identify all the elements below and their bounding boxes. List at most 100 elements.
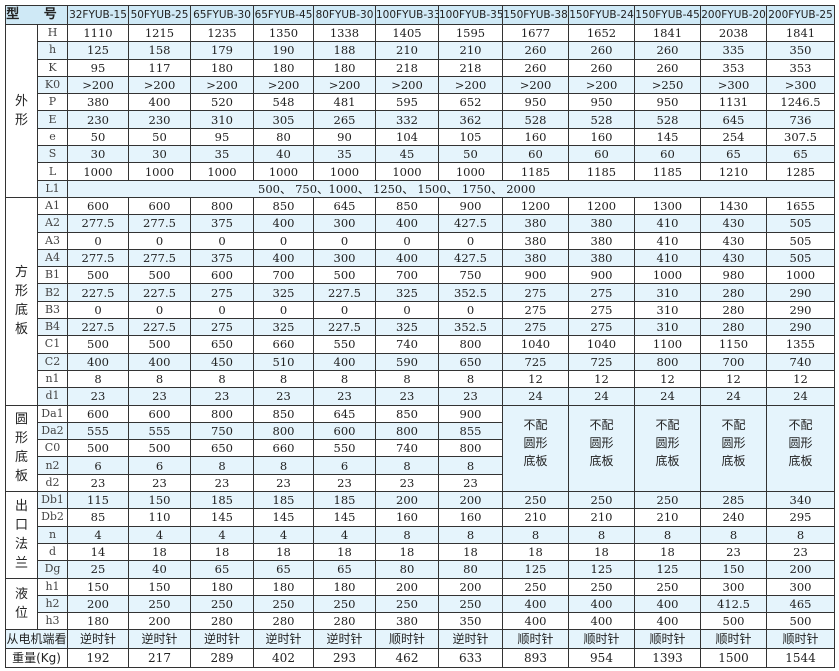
- value-cell: 1200: [502, 196, 569, 216]
- value-cell: 8: [634, 525, 701, 544]
- param-label: B2: [37, 283, 68, 302]
- value-cell: 1595: [438, 23, 503, 43]
- value-cell: 50: [128, 127, 191, 147]
- value-cell: 289: [190, 648, 254, 669]
- value-cell: 50: [438, 145, 503, 164]
- value-cell: 280: [700, 300, 767, 320]
- value-cell: 185: [253, 491, 314, 510]
- value-cell: 23: [128, 387, 191, 406]
- value-cell: 380: [568, 214, 635, 233]
- value-cell: 280: [190, 612, 254, 631]
- value-cell: 0: [128, 300, 191, 320]
- value-cell: 410: [634, 231, 701, 250]
- value-cell: 230: [128, 110, 191, 129]
- value-cell: 180: [253, 58, 314, 77]
- value-cell: 600: [313, 421, 376, 441]
- value-cell: 400: [253, 214, 314, 233]
- value-cell: 893: [502, 648, 569, 669]
- value-cell: 300: [313, 214, 376, 233]
- model-header: 80FYUB-30: [313, 5, 376, 25]
- table-row: A3 0 0 0 0 0 0 0 380 380 410 430 505: [6, 231, 835, 250]
- value-cell: 45: [375, 145, 439, 164]
- value-cell: 200: [375, 577, 439, 596]
- value-cell: 950: [502, 93, 569, 112]
- value-cell: 900: [438, 196, 503, 216]
- value-cell: 65: [253, 560, 314, 579]
- value-cell: 280: [700, 318, 767, 337]
- value-cell: 23: [128, 473, 191, 493]
- value-cell: 600: [190, 266, 254, 285]
- value-cell: 0: [253, 231, 314, 250]
- value-cell: 260: [568, 41, 635, 60]
- table-row: E 230 230 310 305 265 332 362 528 528 528 645 736: [6, 110, 835, 129]
- value-cell: 8: [766, 525, 835, 544]
- value-cell: 505: [766, 248, 835, 268]
- value-cell: 380: [502, 231, 569, 250]
- param-label: A1: [37, 196, 68, 216]
- value-cell: 1000: [375, 162, 439, 181]
- value-cell: 23: [253, 473, 314, 493]
- value-cell: 200: [67, 594, 129, 614]
- value-cell: 800: [190, 196, 254, 216]
- value-cell: 8: [190, 456, 254, 475]
- value-cell: 80: [375, 560, 439, 579]
- model-header: 100FYUB-35: [438, 5, 503, 25]
- value-cell: 400: [568, 612, 635, 631]
- value-cell: 275: [568, 283, 635, 302]
- value-cell: 277.5: [67, 214, 129, 233]
- table-row: A2 277.5 277.5 375 400 300 400 427.5 380 380 410 43…: [6, 214, 835, 233]
- value-cell: 24: [700, 387, 767, 406]
- value-cell: 462: [375, 648, 439, 669]
- value-cell: 300: [766, 577, 835, 596]
- table-row: K 95 117 180 180 180 218 218 260 260 260 353 353: [6, 58, 835, 77]
- value-cell: 410: [634, 214, 701, 233]
- value-cell: 380: [568, 231, 635, 250]
- value-cell: 200: [128, 612, 191, 631]
- value-cell: 275: [568, 300, 635, 320]
- param-label: Da1: [37, 404, 68, 423]
- value-cell: 8: [568, 525, 635, 544]
- value-cell: 375: [190, 248, 254, 268]
- param-label: K0: [37, 75, 68, 95]
- value-cell: 18: [502, 542, 569, 562]
- value-cell: 1000: [766, 266, 835, 285]
- table-row: C2 400 400 450 510 400 590 650 725 725 800 700 740: [6, 352, 835, 371]
- value-cell: 90: [313, 127, 376, 147]
- value-cell: 180: [67, 612, 129, 631]
- value-cell: 310: [634, 300, 701, 320]
- value-cell: 600: [67, 196, 129, 216]
- value-cell: 8: [190, 369, 254, 389]
- value-cell: 150: [67, 577, 129, 596]
- value-cell: 24: [568, 387, 635, 406]
- value-cell: 400: [502, 594, 569, 614]
- value-cell: 980: [700, 266, 767, 285]
- table-row: h2 200 250 250 250 250 250 250 400 400 400 412.5 465: [6, 594, 835, 614]
- value-cell: 180: [313, 58, 376, 77]
- value-cell: 800: [375, 421, 439, 441]
- value-cell: 14: [67, 542, 129, 562]
- model-header: 200FYUB-20: [700, 5, 767, 25]
- value-cell: 352.5: [438, 318, 503, 337]
- value-cell: 250: [502, 491, 569, 510]
- value-cell: 280: [253, 612, 314, 631]
- value-cell: 50: [67, 127, 129, 147]
- value-cell: 25: [67, 560, 129, 579]
- value-cell: 顺时针: [766, 629, 835, 650]
- value-cell: 1000: [253, 162, 314, 181]
- no-round-base-note: 不配 圆形 底板: [766, 404, 835, 493]
- value-cell: 1131: [700, 93, 767, 112]
- value-cell: 1000: [67, 162, 129, 181]
- value-cell: 210: [502, 508, 569, 527]
- value-cell: 855: [438, 421, 503, 441]
- param-label: A4: [37, 248, 68, 268]
- value-cell: 725: [502, 352, 569, 371]
- value-cell: 380: [502, 248, 569, 268]
- param-label: A3: [37, 231, 68, 250]
- value-cell: 150: [128, 491, 191, 510]
- value-cell: 125: [67, 41, 129, 60]
- value-cell: 65: [766, 145, 835, 164]
- value-cell: 218: [375, 58, 439, 77]
- table-row: L 1000 1000 1000 1000 1000 1000 1000 1185 1185 118…: [6, 162, 835, 181]
- param-label: d1: [37, 387, 68, 406]
- value-cell: 277.5: [67, 248, 129, 268]
